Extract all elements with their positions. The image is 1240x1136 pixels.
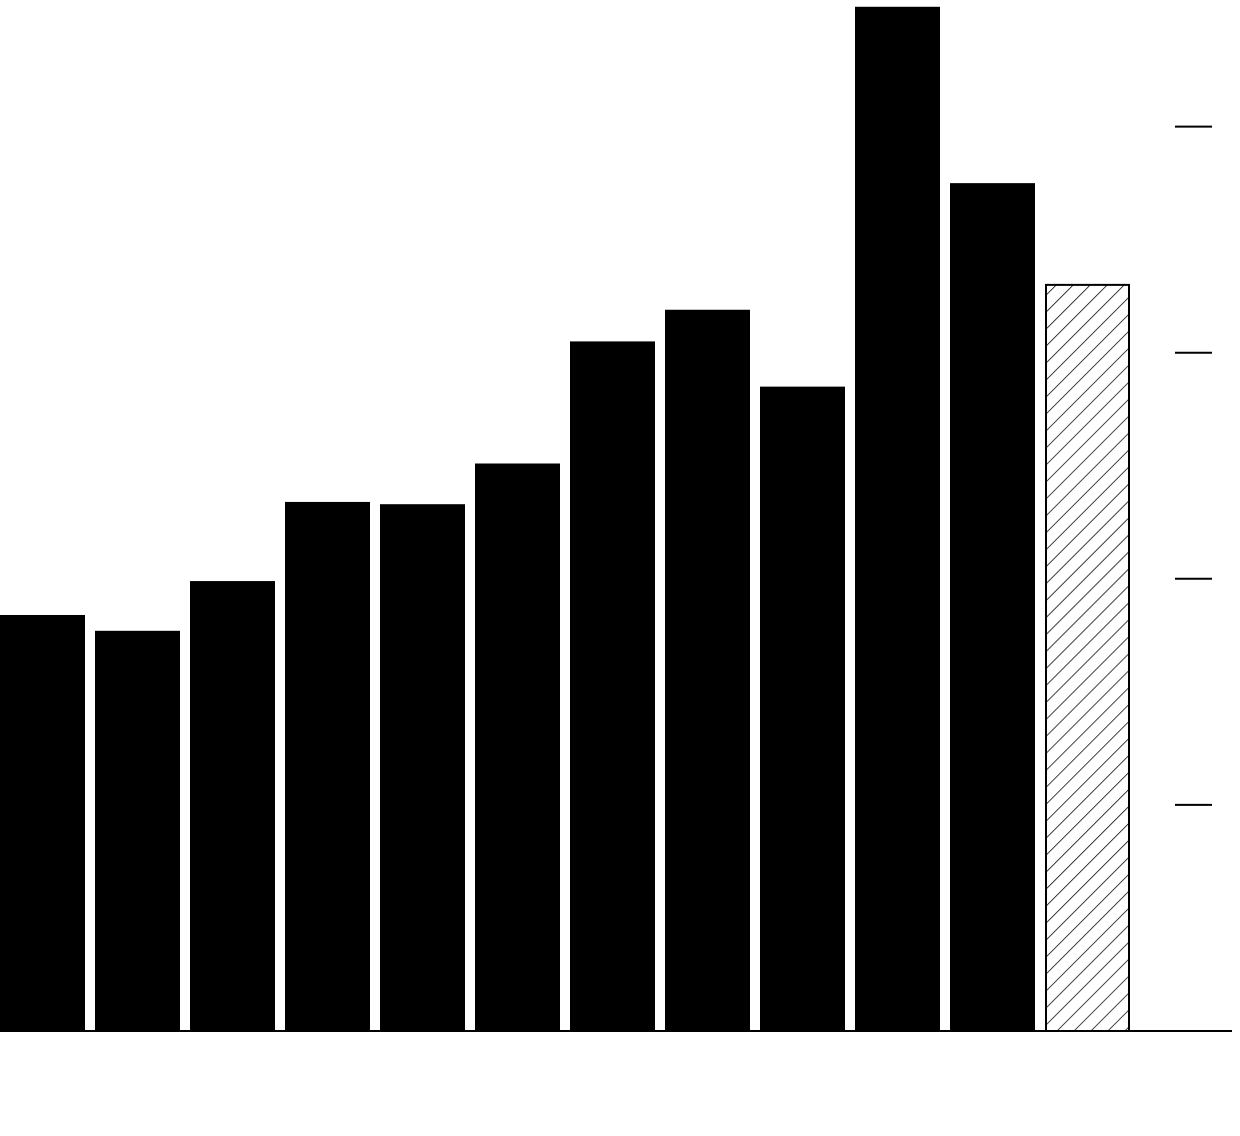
bar [380, 504, 465, 1031]
bar [95, 630, 180, 1031]
bar [950, 183, 1035, 1031]
bar [1045, 283, 1130, 1032]
bar [665, 309, 750, 1031]
bar [190, 581, 275, 1031]
bar [855, 6, 940, 1032]
bar [760, 386, 845, 1031]
bar [285, 501, 370, 1031]
bar [0, 614, 85, 1031]
bar [475, 463, 560, 1031]
bar [570, 341, 655, 1031]
